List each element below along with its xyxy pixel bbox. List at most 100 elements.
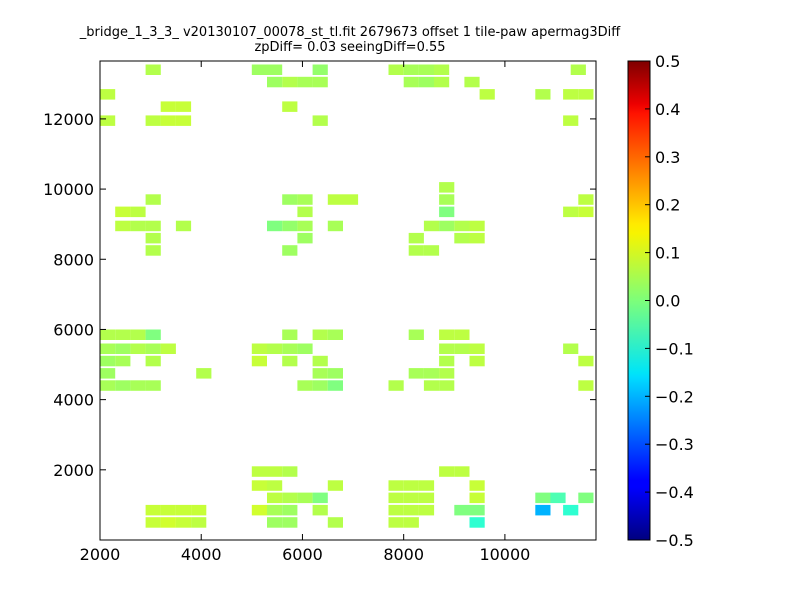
heatmap-cell [439, 220, 455, 232]
heatmap-cell [267, 343, 283, 354]
y-tick-label: 6000 [53, 320, 94, 339]
heatmap-cell [282, 76, 298, 88]
heatmap-cell [408, 368, 424, 379]
heatmap-cell [267, 220, 283, 232]
heatmap-cell [469, 504, 485, 516]
heatmap-cell [327, 329, 343, 340]
heatmap-cell [454, 232, 470, 244]
heatmap-cell [100, 380, 116, 391]
heatmap-cell [570, 64, 586, 75]
heatmap-cell [439, 355, 455, 367]
heatmap-cell [454, 504, 470, 516]
chart-subtitle: zpDiff= 0.03 seeingDiff=0.55 [254, 40, 446, 55]
chart-title: _bridge_1_3_3_ v20130107_00078_st_tl.fit… [79, 25, 621, 40]
colorbar-tick-label: 0.4 [655, 100, 680, 119]
colorbar-tick-label: 0.1 [655, 244, 680, 263]
heatmap-cell [297, 220, 313, 232]
heatmap-cell [403, 480, 419, 491]
heatmap-cell [434, 64, 450, 75]
heatmap-cell [130, 220, 146, 232]
colorbar-ticks: 0.5 0.4 0.3 0.2 0.1 0.0 −0.1 −0.2 −0.3 −0.4 −0.5 [645, 52, 694, 550]
heatmap-cell [454, 466, 470, 477]
x-tick-label: 4000 [181, 545, 222, 564]
heatmap-cell [469, 232, 485, 244]
heatmap-cell [578, 194, 594, 205]
heatmap-cell [403, 517, 419, 528]
heatmap-cell [479, 89, 495, 100]
heatmap-cell [312, 504, 328, 516]
heatmap-cell [100, 355, 116, 367]
heatmap-cell [282, 466, 298, 477]
heatmap-cell [115, 329, 131, 340]
heatmap-cell [535, 504, 551, 516]
heatmap-cell [578, 380, 594, 391]
heatmap-cell [175, 101, 192, 112]
heatmap-cell [439, 194, 455, 205]
heatmap-cell [312, 329, 328, 340]
heatmap-cell [115, 343, 131, 354]
heatmap-cell [403, 76, 419, 88]
heatmap-cell [145, 64, 161, 75]
heatmap-cell [535, 89, 551, 100]
y-tick-label: 12000 [43, 110, 94, 129]
heatmap-cell [297, 380, 313, 391]
heatmap-cell [469, 220, 485, 232]
heatmap-cell [388, 492, 404, 504]
colorbar-tick-label: −0.4 [655, 483, 694, 502]
heatmap-cell [115, 220, 131, 232]
colorbar-tick-label: −0.1 [655, 339, 694, 358]
heatmap-cell [145, 194, 161, 205]
heatmap-cell [160, 101, 176, 112]
heatmap-cell [251, 64, 267, 75]
heatmap-cell [251, 466, 267, 477]
heatmap-cell [563, 206, 579, 218]
heatmap-cell [145, 380, 161, 391]
axes: 2000 4000 6000 8000 10000 2000 4000 6000 8000 100… [43, 61, 596, 564]
heatmap-cell [145, 115, 161, 126]
heatmap-cell [418, 492, 435, 504]
heatmap-cell [282, 329, 298, 340]
heatmap-cell [191, 504, 207, 516]
heatmap-cell [160, 517, 176, 528]
heatmap-cell [327, 220, 343, 232]
heatmap-cell [251, 355, 267, 367]
heatmap-cell [115, 206, 131, 218]
heatmap-cell [563, 504, 579, 516]
heatmap-cell [282, 517, 298, 528]
heatmap-cell [439, 368, 455, 379]
heatmap-cell [282, 194, 298, 205]
heatmap-cell [388, 480, 404, 491]
heatmap-cell [454, 220, 470, 232]
heatmap-cell [469, 355, 485, 367]
heatmap-cell [423, 380, 440, 391]
heatmap-cell [297, 232, 313, 244]
heatmap-cell [327, 480, 343, 491]
x-tick-label: 8000 [383, 545, 424, 564]
heatmap-cell [464, 76, 480, 88]
heatmap-cell [535, 492, 551, 504]
heatmap-cell [175, 220, 192, 232]
heatmap-cell [145, 220, 161, 232]
heatmap-cell [145, 517, 161, 528]
heatmap-cell [312, 380, 328, 391]
heatmap-cell [434, 76, 450, 88]
heatmap-cell [175, 517, 192, 528]
heatmap-cell [145, 343, 161, 354]
colorbar-tick-label: −0.2 [655, 387, 694, 406]
heatmap-cell [251, 504, 267, 516]
heatmap-cell [175, 504, 192, 516]
heatmap-cell [282, 343, 298, 354]
colorbar-tick-label: 0.3 [655, 148, 680, 167]
heatmap-cell [388, 517, 404, 528]
heatmap-cell [342, 194, 359, 205]
heatmap-cell [267, 517, 283, 528]
heatmap-cell [327, 517, 343, 528]
heatmap-cell [130, 329, 146, 340]
heatmap-cell [160, 115, 176, 126]
heatmap-cell [469, 343, 485, 354]
heatmap-cell [469, 492, 485, 504]
heatmap-cell [282, 504, 298, 516]
heatmap-cell [100, 89, 116, 100]
heatmap-cell [175, 115, 192, 126]
